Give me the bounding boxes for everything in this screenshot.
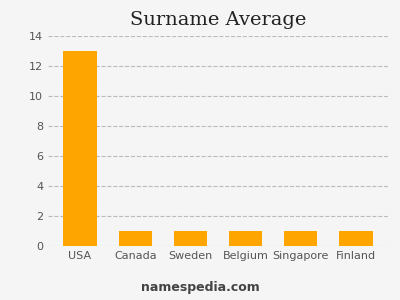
- Bar: [64, 51, 96, 246]
- Bar: [340, 231, 372, 246]
- Bar: [119, 231, 152, 246]
- Bar: [174, 231, 207, 246]
- Text: namespedia.com: namespedia.com: [141, 281, 259, 294]
- Bar: [284, 231, 317, 246]
- Title: Surname Average: Surname Average: [130, 11, 306, 29]
- Bar: [229, 231, 262, 246]
